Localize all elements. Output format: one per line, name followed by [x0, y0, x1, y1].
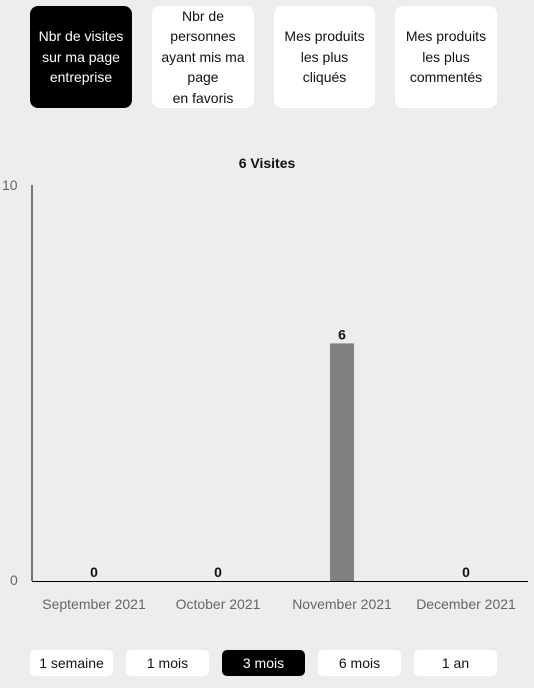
tab-most-clicked-products[interactable]: Mes produits les plus cliqués	[274, 6, 375, 108]
y-tick-label-max: 10	[2, 177, 18, 193]
stats-tab-bar: Nbr de visites sur ma page entreprise Nb…	[0, 0, 534, 120]
visits-bar-chart: 10 0 0 September 2021 0 October 2021 6 November…	[2, 177, 528, 612]
x-tick-label-1: October 2021	[176, 596, 261, 612]
range-6-months-button[interactable]: 6 mois	[318, 650, 401, 676]
chart-title: 6 Visites	[238, 155, 296, 171]
tab-favorites[interactable]: Nbr de personnes ayant mis ma page en fa…	[152, 6, 254, 108]
range-3-months-button[interactable]: 3 mois	[222, 650, 305, 676]
bar-value-label-1: 0	[214, 564, 222, 580]
x-tick-label-3: December 2021	[416, 596, 516, 612]
x-tick-label-0: September 2021	[42, 596, 146, 612]
y-tick-label-min: 0	[10, 572, 18, 588]
bar-value-label-2: 6	[338, 326, 346, 342]
tab-page-visits[interactable]: Nbr de visites sur ma page entreprise	[30, 6, 132, 108]
x-tick-label-2: November 2021	[292, 596, 392, 612]
plot-area: 10 0 0 September 2021 0 October 2021 6 November…	[2, 177, 528, 612]
bar-value-label-0: 0	[90, 564, 98, 580]
bar-value-label-3: 0	[462, 564, 470, 580]
range-1-month-button[interactable]: 1 mois	[126, 650, 209, 676]
range-1-year-button[interactable]: 1 an	[414, 650, 497, 676]
bar-2	[330, 343, 354, 581]
range-1-week-button[interactable]: 1 semaine	[30, 650, 113, 676]
tab-most-commented-products[interactable]: Mes produits les plus commentés	[395, 6, 497, 108]
time-range-selector: 1 semaine 1 mois 3 mois 6 mois 1 an	[0, 648, 534, 678]
